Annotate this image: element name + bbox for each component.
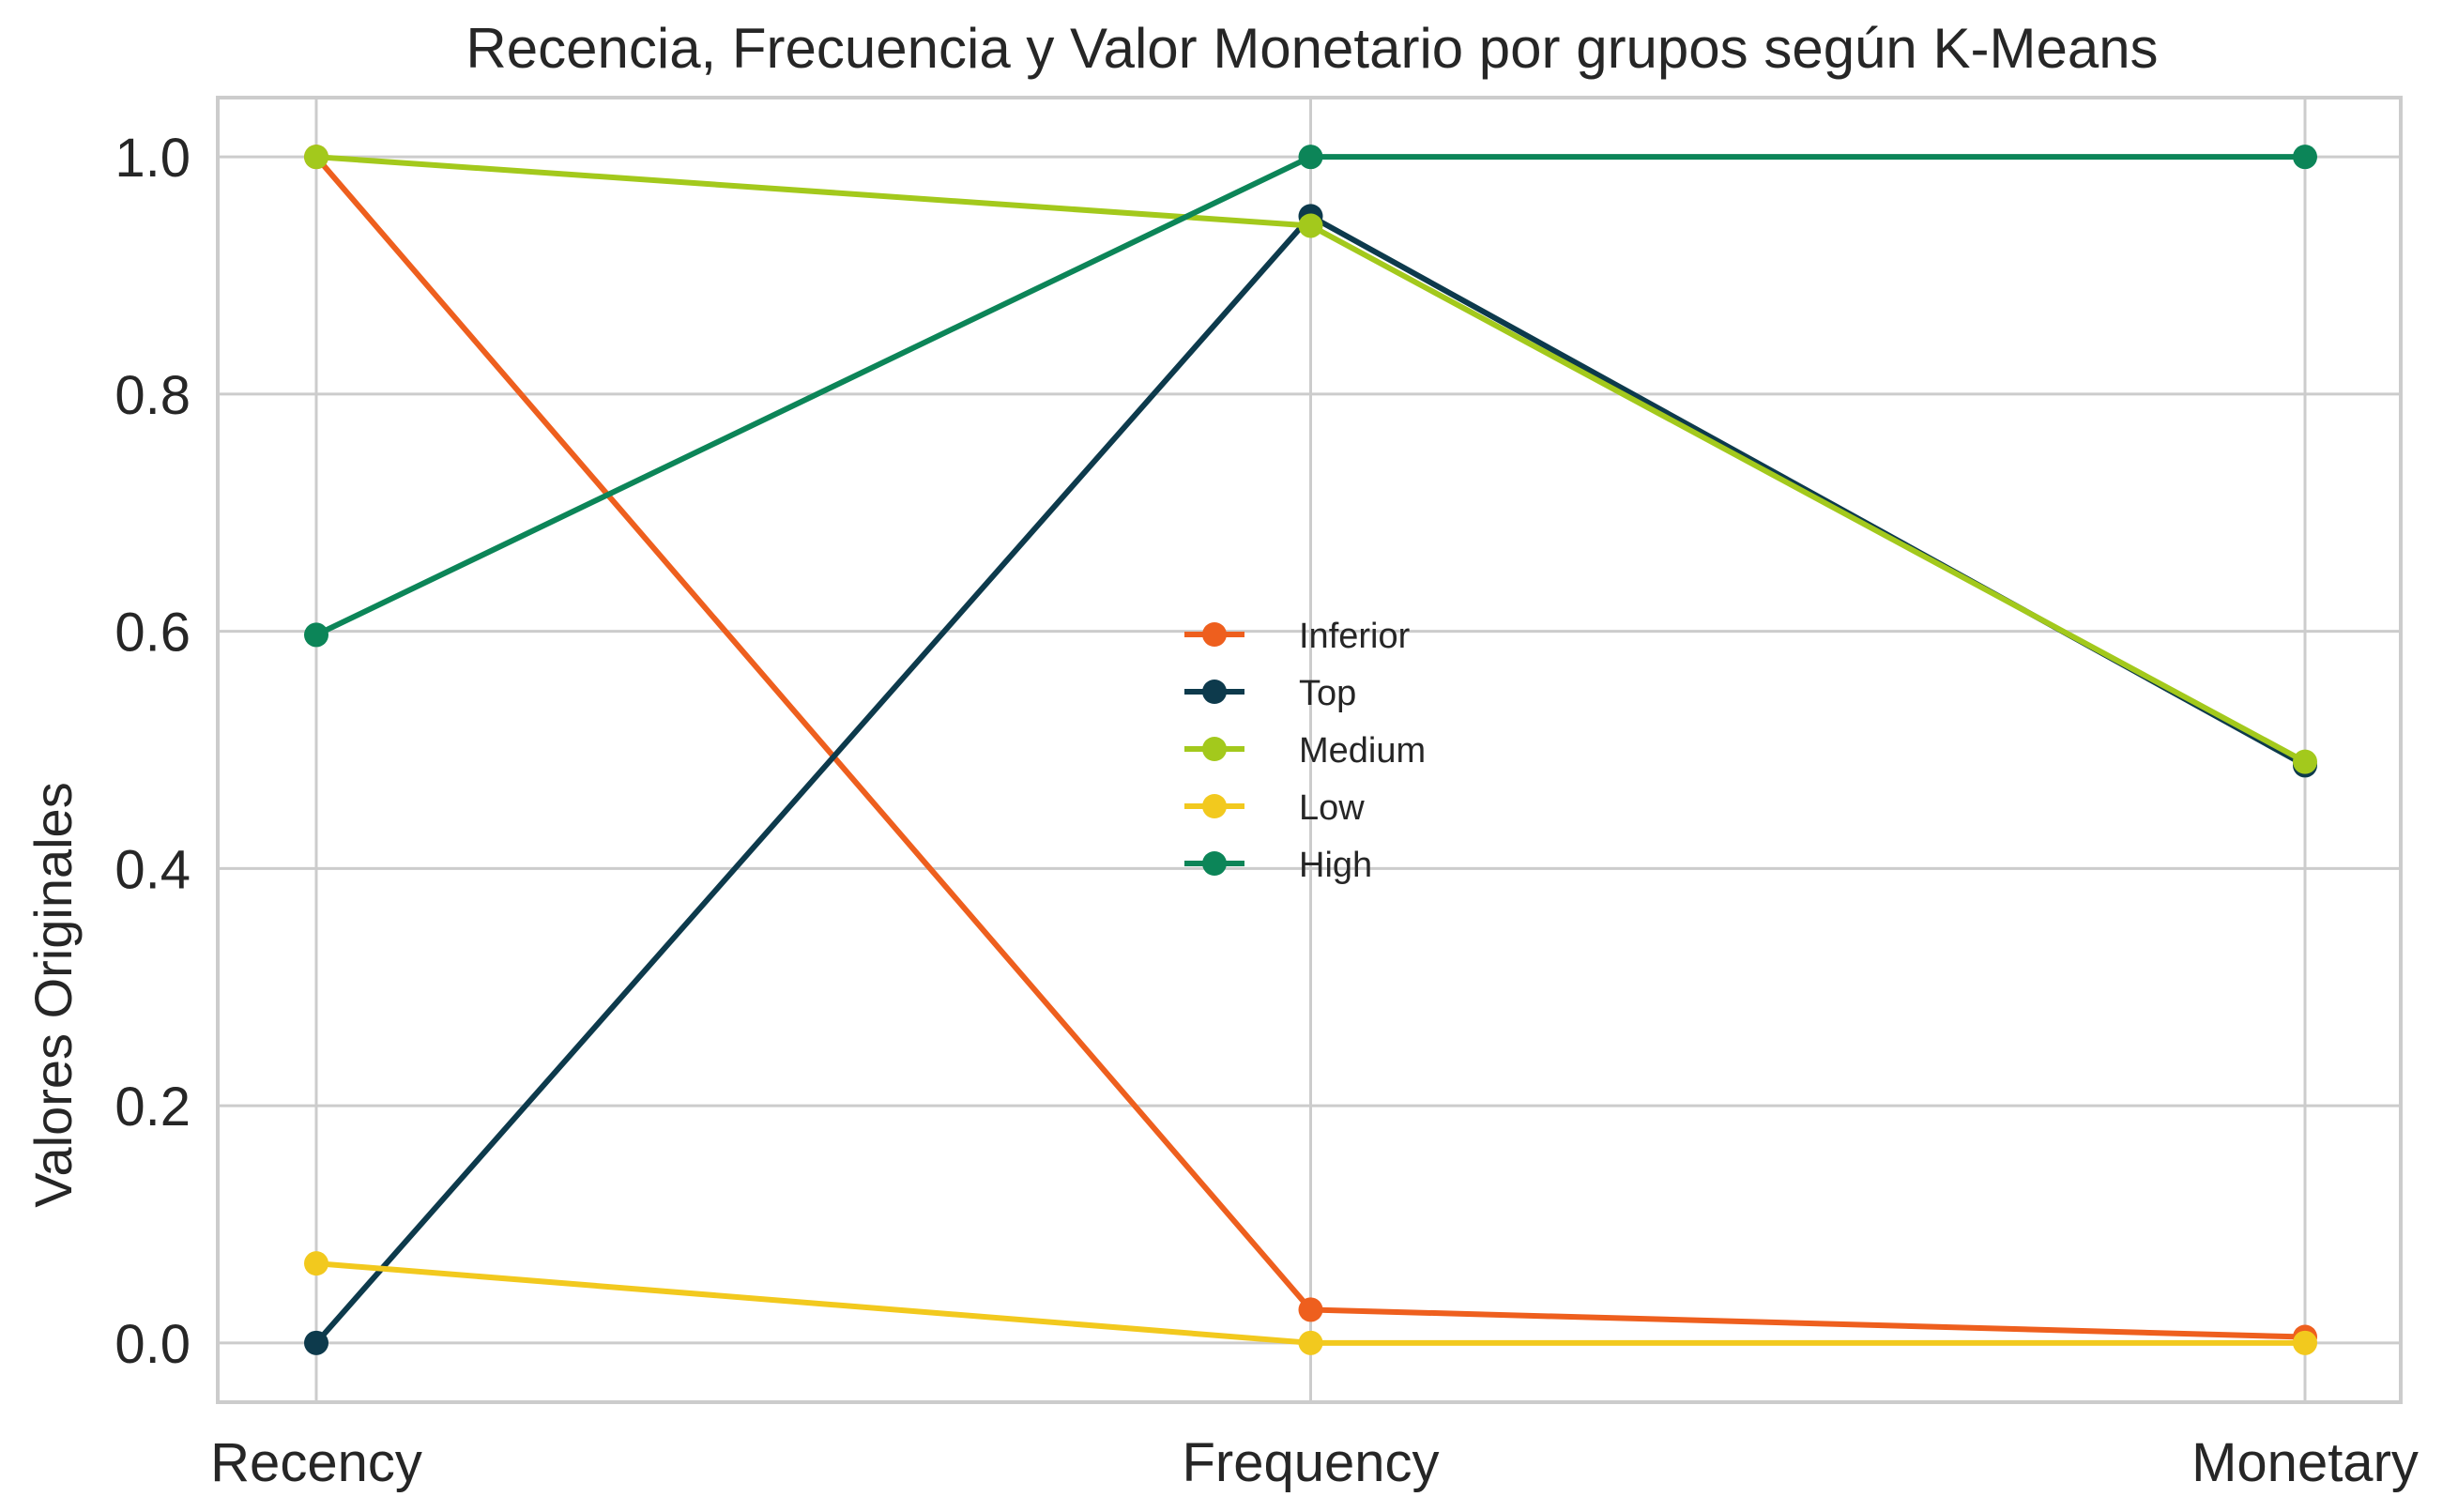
series-point-high [304,622,328,648]
series-medium [304,145,2317,774]
y-tick-label: 0.0 [115,1314,191,1375]
legend-marker-low [1202,794,1227,818]
legend-label-high: High [1299,846,1372,885]
x-tick-label: Recency [210,1432,422,1493]
series-low [304,1251,2317,1355]
y-tick-label: 0.8 [115,365,191,426]
legend: Inferior Top Medium Low High [1184,617,1426,885]
y-axis-ticks: 0.0 0.2 0.4 0.6 0.8 1.0 [115,128,191,1375]
series-point-high [1298,145,1323,170]
legend-item-medium: Medium [1184,731,1426,771]
series-point-medium [1298,213,1323,238]
legend-label-top: Top [1299,674,1356,713]
y-axis-label: Valores Originales [23,782,83,1207]
legend-item-top: Top [1184,674,1356,713]
legend-marker-medium [1202,737,1227,761]
y-tick-label: 0.4 [115,839,191,900]
legend-label-medium: Medium [1299,731,1426,771]
legend-marker-inferior [1202,622,1227,647]
legend-item-inferior: Inferior [1184,617,1411,656]
series-point-high [2293,145,2317,170]
series-point-low [1298,1330,1323,1355]
series-high [304,145,2317,648]
x-axis-ticks: Recency Frequency Monetary [210,1432,2419,1493]
legend-item-high: High [1184,846,1372,885]
legend-marker-high [1202,851,1227,876]
legend-label-low: Low [1299,788,1365,828]
legend-marker-top [1202,680,1227,704]
plot-frame [216,96,2403,1404]
chart-title: Recencia, Frecuencia y Valor Monetario p… [466,17,2158,80]
y-tick-label: 1.0 [115,128,191,189]
x-tick-label: Frequency [1182,1432,1439,1493]
legend-item-low: Low [1184,788,1365,828]
series-point-top [304,1330,328,1355]
series-point-inferior [1298,1297,1323,1322]
y-tick-label: 0.6 [115,603,191,664]
series-layer [304,145,2317,1355]
y-tick-label: 0.2 [115,1077,191,1138]
series-point-medium [2293,749,2317,774]
legend-label-inferior: Inferior [1299,617,1411,656]
x-tick-label: Monetary [2191,1432,2419,1493]
series-point-low [304,1251,328,1276]
series-point-low [2293,1330,2317,1355]
series-point-medium [304,145,328,170]
